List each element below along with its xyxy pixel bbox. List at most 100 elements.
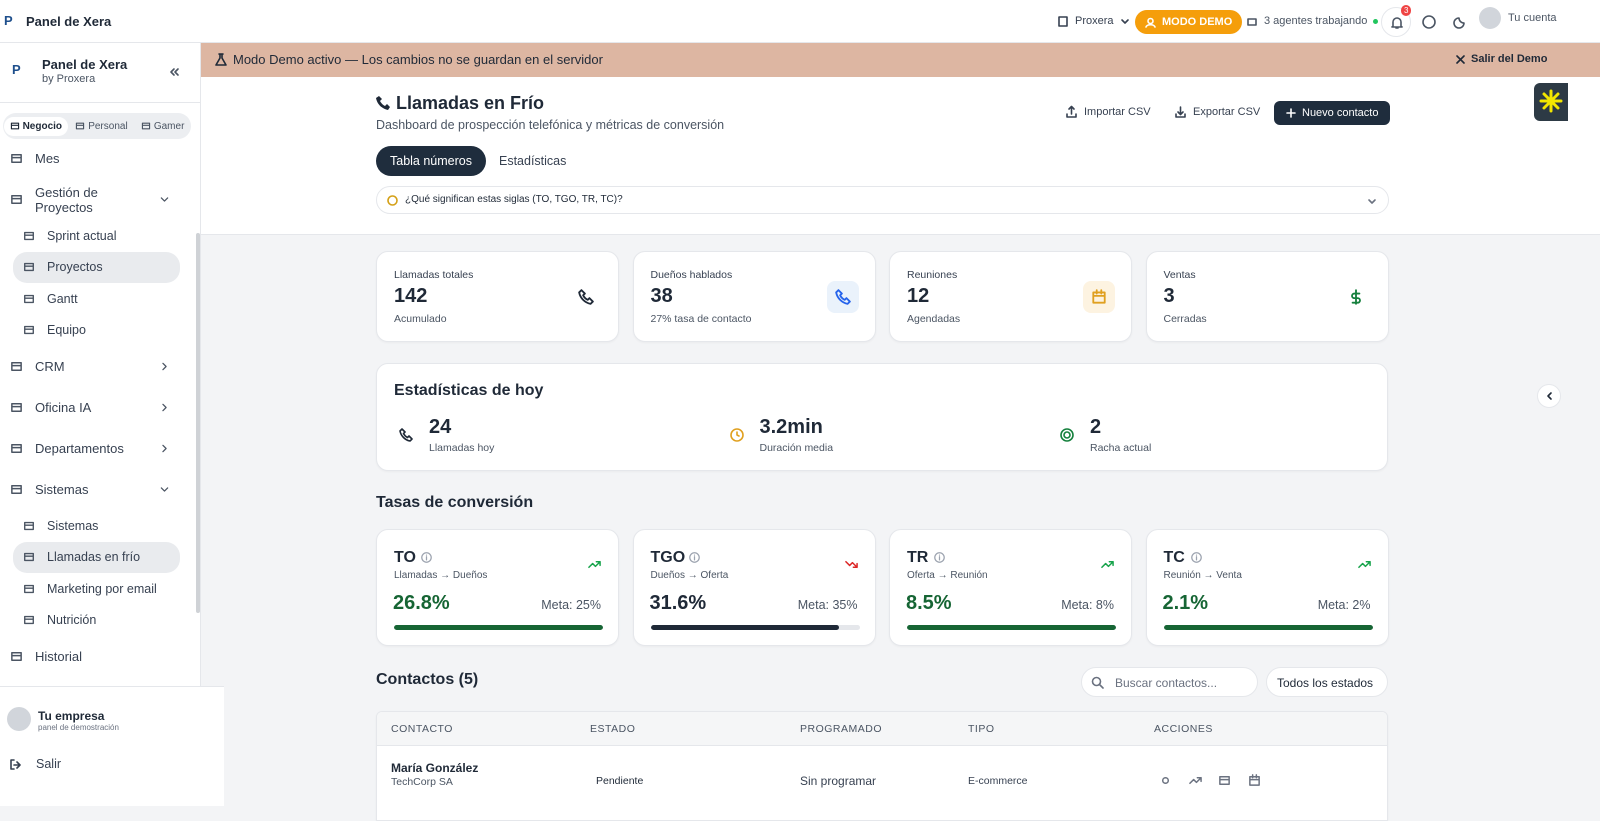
tab-icon [10,122,19,130]
nav-subitem[interactable]: Equipo [13,315,180,347]
sidebar-logo: P [12,62,21,77]
tab[interactable]: Estadísticas [499,154,567,168]
nav-icon [24,616,34,625]
company-name: Tu empresa [38,709,105,723]
new-contact[interactable]: Nuevo contacto [1274,101,1391,125]
row-action[interactable] [1188,774,1202,787]
help-icon[interactable] [1422,15,1436,29]
rate-value: 31.6% [649,592,707,614]
progress-track [1163,625,1373,630]
import-csv[interactable]: Importar CSV [1065,105,1151,118]
kpi-card: Ventas 3 Cerradas [1145,251,1389,342]
faq-text: ¿Qué significan estas siglas (TO, TGO, T… [405,194,623,205]
tab-active[interactable]: Tabla números [376,146,486,176]
column-header: TIPO [968,723,995,735]
column-header: PROGRAMADO [800,723,883,735]
rate-desc: Dueños → Oferta [650,570,729,581]
nav-item[interactable]: Historial [0,636,194,677]
search-box[interactable]: Buscar contactos... [1081,667,1258,697]
nav-item[interactable]: Mes [0,145,194,179]
avatar[interactable] [1479,7,1501,29]
kpi-card: Reuniones 12 Agendadas [889,251,1132,342]
nav-icon [24,326,34,335]
nav-label: Marketing por email [47,581,157,596]
nav-subitem[interactable]: Nutrición [13,605,180,637]
trend-icon [1357,560,1371,569]
nav-item[interactable]: CRM [0,346,194,387]
column-header: ACCIONES [1154,723,1213,735]
nav-label: Proyectos [47,260,103,275]
nav-subitem[interactable]: Sprint actual [13,220,180,252]
title-icon [376,96,390,110]
nav-icon [24,584,34,593]
collapse-button[interactable] [168,66,180,78]
conversion-card: TR Oferta → Reunión 8.5% Meta: 8% [889,529,1132,646]
today-label: Duración media [759,442,834,454]
tab-label: Negocio [22,120,63,132]
kpi-note: 27% tasa de contacto [650,313,752,325]
conversion-card: TO Llamadas → Dueños 26.8% Meta: 25% [376,529,619,646]
nav-chevron [162,444,167,453]
contact-type: E-commerce [968,775,1028,787]
info-icon [421,552,432,563]
org-select[interactable]: Proxera [1057,15,1130,27]
demo-button[interactable]: MODO DEMO [1135,10,1243,34]
kpi-value: 38 [650,285,673,307]
kpi-label: Dueños hablados [650,269,733,281]
nav-subitem-active[interactable]: Llamadas en frío [13,541,180,573]
widget-icon [1539,89,1563,113]
today-card: Estadísticas de hoy 24 Llamadas hoy 3.2min… [376,363,1388,471]
page-subtitle: Dashboard de prospección telefónica y mé… [376,118,725,132]
today-label: Racha actual [1090,442,1152,454]
nav-item[interactable]: Oficina IA [0,387,194,428]
account-label[interactable]: Tu cuenta [1508,12,1557,24]
status-filter[interactable]: Todos los estados [1266,667,1388,697]
table-header [377,712,1387,746]
nav-label: Sistemas [35,482,89,497]
logout[interactable]: Salir [9,757,61,771]
nav-item[interactable]: Reflexiones [0,677,194,686]
nav-icon [11,154,22,163]
progress-track [907,625,1116,630]
trend-icon [844,560,858,569]
export-csv[interactable]: Exportar CSV [1174,105,1260,118]
nav-item[interactable]: Sistemas [0,469,194,510]
kpi-icon-box [1340,281,1372,313]
kpi-icon [1092,289,1106,304]
notifications[interactable]: 3 [1381,5,1412,37]
info-icon [934,552,945,563]
sidebar-tab-active[interactable]: Negocio [3,116,69,136]
search-icon [1091,676,1104,689]
filter-label: Todos los estados [1277,676,1374,690]
nav-label: Equipo [47,323,86,338]
theme-icon[interactable] [1453,15,1467,29]
row-action[interactable] [1218,774,1231,787]
sidebar-tab[interactable]: Personal [69,117,133,136]
row-action[interactable] [1159,774,1172,787]
brand: Panel de Xera [26,14,112,29]
nav-icon [11,362,22,371]
nav-list: Mes Gestión de Proyectos Sprint actual Proy… [0,145,194,686]
today-value: 2 [1090,416,1102,438]
rate-code: TR [907,549,929,566]
widget-button[interactable] [1534,83,1568,121]
nav-item[interactable]: Gestión de Proyectos [0,179,194,220]
nav-icon [11,195,22,204]
nav-item[interactable]: Departamentos [0,428,194,469]
exit-demo[interactable]: Salir del Demo [1456,53,1547,65]
kpi-label: Ventas [1163,269,1196,281]
nav-subitem-active[interactable]: Proyectos [13,251,180,283]
row-action[interactable] [1248,774,1261,787]
nav-subitem[interactable]: Marketing por email [13,573,180,605]
sidebar-title: Panel de Xera [42,57,128,72]
nav-label: Oficina IA [35,400,92,415]
nav-label: Sistemas [47,518,99,533]
conversion-title: Tasas de conversión [376,494,534,511]
faq-accordion[interactable]: ¿Qué significan estas siglas (TO, TGO, T… [376,186,1389,214]
nav-subitem[interactable]: Gantt [13,283,180,315]
nav-subitem[interactable]: Sistemas [13,510,180,542]
nav-icon [24,521,34,530]
side-panel-toggle[interactable] [1537,384,1561,408]
nav-chevron [160,487,169,492]
sidebar-tab[interactable]: Gamer [135,117,191,136]
